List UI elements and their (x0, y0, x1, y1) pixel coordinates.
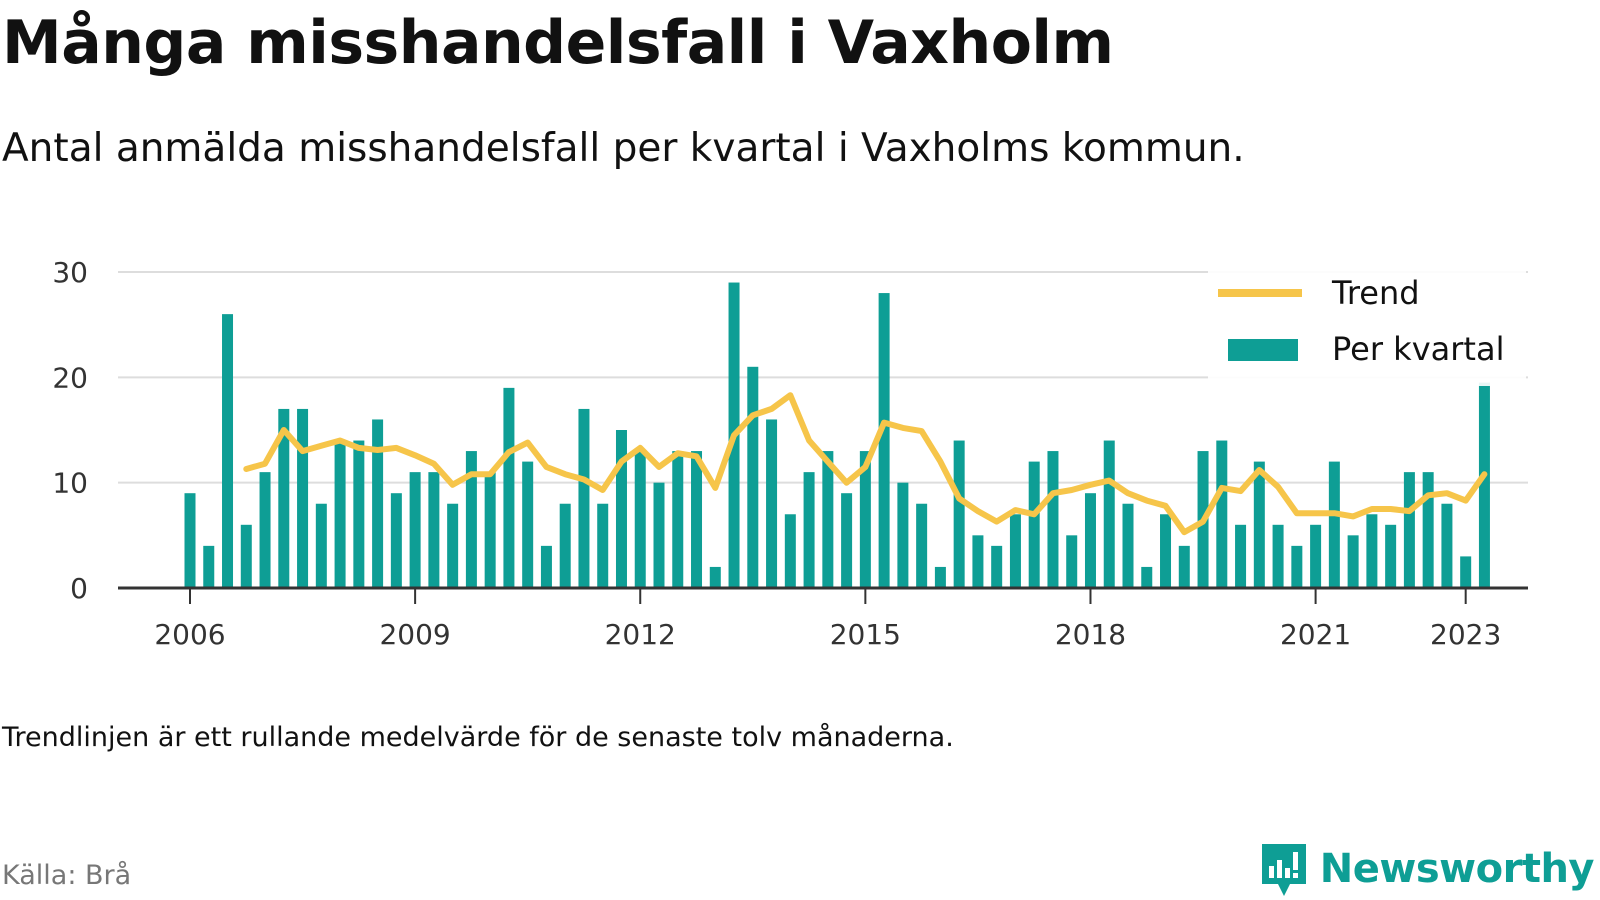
source: Källa: Brå (2, 860, 132, 891)
bar (1141, 566, 1153, 588)
bar (597, 503, 609, 588)
bar (1478, 382, 1490, 588)
bar (691, 451, 703, 588)
bar (428, 472, 440, 588)
bar (615, 430, 627, 588)
bar (1253, 461, 1265, 588)
legend: Trend Per kvartal (1208, 270, 1526, 386)
bar (240, 524, 252, 588)
legend-trend-label: Trend (1331, 274, 1420, 312)
newsworthy-logo-icon (1261, 844, 1306, 896)
y-tick-label: 0 (70, 572, 88, 605)
bar (1216, 440, 1228, 588)
bar (1366, 514, 1378, 588)
bar (1028, 461, 1040, 588)
trend-series-line (243, 392, 1488, 536)
bar (372, 419, 384, 588)
bar (784, 514, 796, 588)
bar (972, 535, 984, 588)
y-tick-label: 30 (52, 256, 88, 289)
bar (465, 451, 477, 588)
bar (1403, 472, 1415, 588)
bar (540, 545, 552, 588)
bar (1066, 535, 1078, 588)
bar (1272, 524, 1284, 588)
bar (1347, 535, 1359, 588)
chart-title: Många misshandelsfall i Vaxholm (2, 8, 1114, 78)
bar (222, 314, 234, 588)
bar (747, 366, 759, 588)
bar (1178, 545, 1190, 588)
bar (653, 482, 665, 588)
bar (841, 493, 853, 588)
bar (578, 408, 590, 588)
bar (1385, 524, 1397, 588)
x-tick-label: 2018 (1055, 618, 1126, 651)
bar (1047, 451, 1059, 588)
bar (1422, 472, 1434, 588)
y-tick-label: 20 (52, 361, 88, 394)
bar (878, 293, 890, 588)
bar (1310, 524, 1322, 588)
bar (1160, 514, 1172, 588)
bar (916, 503, 928, 588)
bar (484, 472, 496, 588)
brand-name: Newsworthy (1319, 846, 1595, 892)
bar (1122, 503, 1134, 588)
bar (353, 440, 365, 588)
bar (1084, 493, 1096, 588)
bar (991, 545, 1003, 588)
bar (503, 387, 515, 588)
x-tick-label: 2021 (1280, 618, 1351, 651)
bar (1460, 556, 1472, 588)
bar (522, 461, 534, 588)
bar (203, 545, 215, 588)
trend-line (243, 392, 1488, 536)
bar (559, 503, 571, 588)
y-axis-labels: 0 10 20 30 (52, 256, 88, 605)
bar (634, 451, 646, 588)
bar (297, 408, 309, 588)
x-axis: 2006 2009 2012 2015 2018 2021 2023 (118, 586, 1528, 651)
chart-subtitle: Antal anmälda misshandelsfall per kvarta… (2, 126, 1245, 171)
chart: 0 10 20 30 2006 2009 2012 2015 2018 2021 2023 Tre… (52, 256, 1528, 651)
bar (709, 566, 721, 588)
bar (1009, 514, 1021, 588)
legend-bar-label: Per kvartal (1332, 330, 1504, 368)
bar (1291, 545, 1303, 588)
bar (672, 451, 684, 588)
bar (934, 566, 946, 588)
bar (1103, 440, 1115, 588)
x-tick-label: 2015 (830, 618, 901, 651)
x-tick-label: 2006 (154, 618, 225, 651)
x-tick-label: 2012 (605, 618, 676, 651)
bar (766, 419, 778, 588)
x-tick-label: 2023 (1430, 618, 1501, 651)
bar (822, 451, 834, 588)
footnote: Trendlinjen är ett rullande medelvärde f… (2, 722, 954, 753)
bar (278, 408, 290, 588)
bar (859, 451, 871, 588)
bar (409, 472, 421, 588)
bar (334, 440, 346, 588)
bar (1441, 503, 1453, 588)
bar (953, 440, 965, 588)
bar (184, 493, 196, 588)
legend-bar-swatch (1228, 339, 1298, 361)
brand: Newsworthy (1260, 840, 1595, 898)
x-tick-label: 2009 (379, 618, 450, 651)
bar (315, 503, 327, 588)
bar (897, 482, 909, 588)
bar (1328, 461, 1340, 588)
y-tick-label: 10 (52, 467, 88, 500)
bar (1235, 524, 1247, 588)
bar (803, 472, 815, 588)
bar (259, 472, 271, 588)
bar (447, 503, 459, 588)
bar (390, 493, 402, 588)
